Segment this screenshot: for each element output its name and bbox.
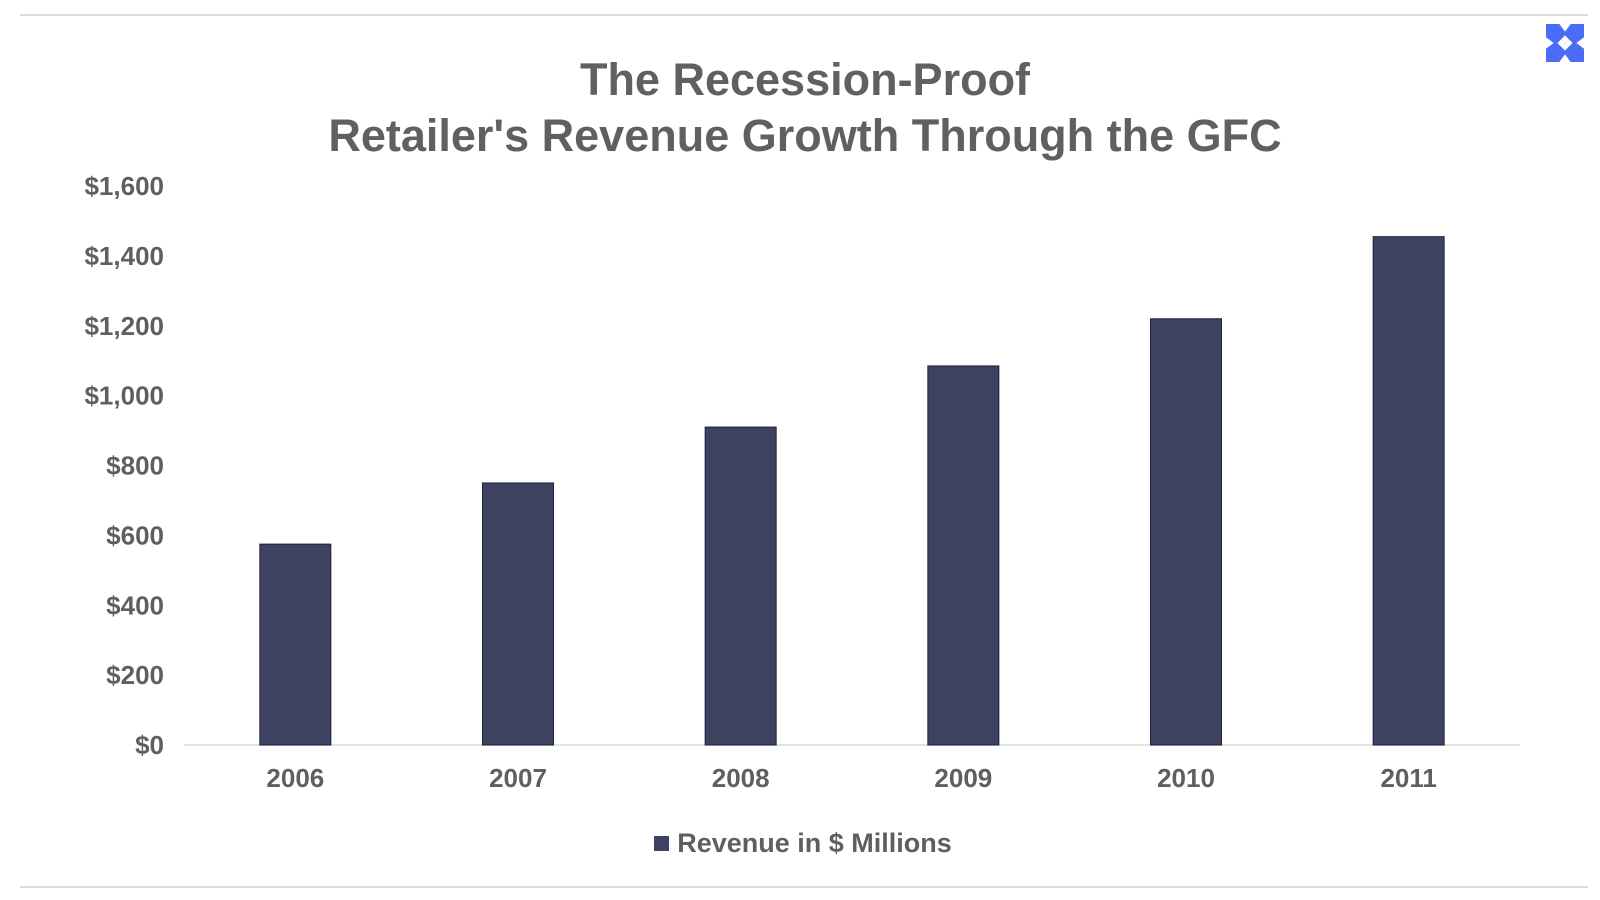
chart-title-line-1: The Recession-Proof — [579, 54, 1031, 105]
x-logo-icon — [1546, 24, 1584, 62]
chart-title: The Recession-Proof Retailer's Revenue G… — [0, 52, 1600, 164]
y-tick-label: $200 — [106, 660, 164, 690]
y-tick-label: $1,400 — [84, 241, 164, 271]
x-tick-label: 2006 — [266, 763, 324, 793]
bar-2011 — [1372, 236, 1445, 746]
bottom-divider — [20, 886, 1588, 888]
top-divider — [20, 14, 1588, 16]
y-tick-label: $600 — [106, 520, 164, 550]
y-tick-label: $1,000 — [84, 381, 164, 411]
y-tick-label: $0 — [135, 730, 164, 760]
bar-2008 — [704, 426, 777, 746]
bar-2007 — [482, 482, 554, 746]
y-tick-label: $800 — [106, 451, 164, 481]
bar-2006 — [259, 543, 332, 746]
chart-title-line-2: Retailer's Revenue Growth Through the GF… — [328, 110, 1282, 161]
legend: Revenue in $ Millions — [0, 828, 1600, 859]
bar-2010 — [1150, 318, 1222, 746]
legend-label: Revenue in $ Millions — [677, 828, 952, 858]
y-tick-label: $400 — [106, 590, 164, 620]
bar-2009 — [927, 365, 1000, 746]
x-tick-label: 2011 — [1380, 763, 1436, 793]
x-tick-label: 2009 — [934, 763, 992, 793]
legend-swatch — [654, 836, 670, 851]
x-tick-label: 2007 — [489, 763, 547, 793]
x-tick-label: 2010 — [1157, 763, 1215, 793]
y-tick-label: $1,200 — [84, 311, 164, 341]
y-tick-label: $1,600 — [84, 171, 164, 201]
x-tick-label: 2008 — [712, 763, 770, 793]
